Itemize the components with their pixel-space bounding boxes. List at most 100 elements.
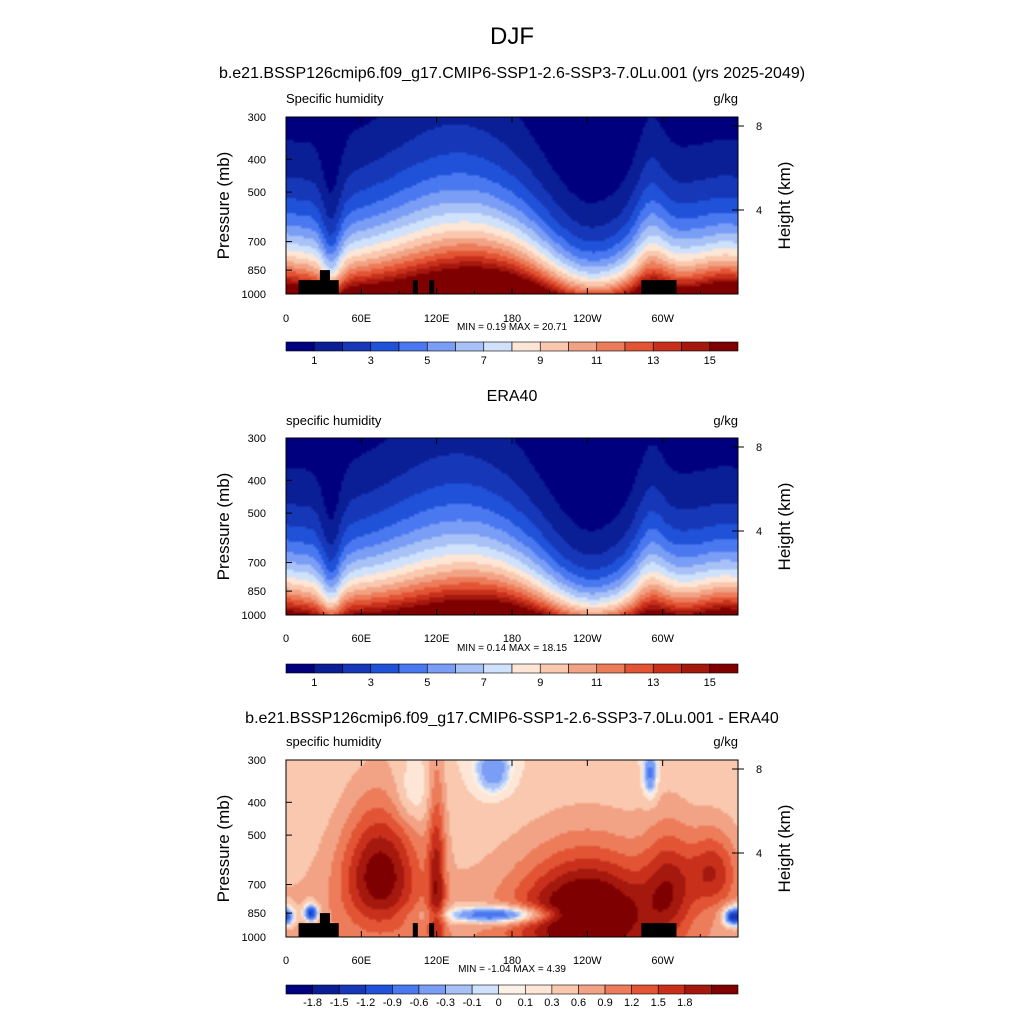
colorbar-swatch xyxy=(483,341,513,352)
colorbar-label: 11 xyxy=(591,677,602,689)
y-tick-label: 700 xyxy=(248,558,266,570)
min-max-stats: MIN = 0.19 MAX = 20.71 xyxy=(457,322,567,333)
topography-block xyxy=(429,280,435,294)
colorbar-label: -0.1 xyxy=(463,997,482,1009)
colorbar-label: -0.9 xyxy=(383,997,402,1009)
y-axis-title: Pressure (mb) xyxy=(214,795,233,903)
colorbar-swatch xyxy=(426,341,456,352)
colorbar-label: -1.8 xyxy=(303,997,322,1009)
x-tick-label: 120E xyxy=(424,313,450,325)
y-tick-label: 400 xyxy=(248,797,266,809)
y-axis-title: Pressure (mb) xyxy=(214,473,233,581)
panel-title: ERA40 xyxy=(487,388,538,405)
variable-label: specific humidity xyxy=(286,734,382,749)
colorbar-label: 1 xyxy=(311,677,317,689)
colorbar-swatch xyxy=(539,663,569,674)
colorbar-label: 9 xyxy=(537,355,543,367)
colorbar-swatch xyxy=(392,984,420,995)
x-tick-label: 0 xyxy=(283,955,289,967)
field-contours xyxy=(286,438,738,615)
colorbar-label: 3 xyxy=(368,355,374,367)
y-axis-title: Pressure (mb) xyxy=(214,152,233,260)
x-tick-label: 120E xyxy=(424,955,450,967)
y2-tick-label: 8 xyxy=(756,764,762,776)
topography-block xyxy=(412,280,418,294)
units-label: g/kg xyxy=(713,734,738,749)
x-tick-label: 180 xyxy=(503,313,521,325)
colorbar-label: 7 xyxy=(481,355,487,367)
x-tick-label: 60E xyxy=(352,955,372,967)
y-tick-label: 500 xyxy=(248,187,266,199)
field-contours xyxy=(286,760,738,937)
x-tick-label: 120W xyxy=(573,313,602,325)
colorbar-label: 13 xyxy=(647,355,659,367)
panel-1: b.e21.BSSP126cmip6.f09_g17.CMIP6-SSP1-2.… xyxy=(214,65,805,367)
colorbar-swatch xyxy=(342,663,372,674)
topography-block xyxy=(319,270,330,294)
colorbar-swatch xyxy=(418,984,446,995)
y-tick-label: 700 xyxy=(248,880,266,892)
colorbar-swatch xyxy=(445,984,473,995)
y2-tick-label: 8 xyxy=(756,121,762,133)
colorbar-swatch xyxy=(684,984,712,995)
colorbar-swatch xyxy=(313,341,343,352)
colorbar-swatch xyxy=(652,341,682,352)
y-tick-label: 850 xyxy=(248,265,266,277)
x-tick-label: 120W xyxy=(573,633,602,645)
panels: b.e21.BSSP126cmip6.f09_g17.CMIP6-SSP1-2.… xyxy=(214,65,805,1009)
colorbar-label: 0.3 xyxy=(544,997,559,1009)
colorbar-label: 7 xyxy=(481,677,487,689)
colorbar-swatch xyxy=(711,984,739,995)
topography-block xyxy=(641,923,677,937)
colorbar-swatch xyxy=(455,341,485,352)
colorbar-label: 1.2 xyxy=(624,997,639,1009)
colorbar-swatch xyxy=(342,341,372,352)
min-max-stats: MIN = 0.14 MAX = 18.15 xyxy=(457,643,567,654)
y-tick-label: 400 xyxy=(248,154,266,166)
colorbar-swatch xyxy=(483,663,513,674)
colorbar-swatch xyxy=(596,663,626,674)
colorbar-swatch xyxy=(568,341,598,352)
x-tick-label: 120E xyxy=(424,633,450,645)
y-tick-label: 700 xyxy=(248,237,266,249)
colorbar-swatch xyxy=(652,663,682,674)
variable-label: specific humidity xyxy=(286,413,382,428)
colorbar-swatch xyxy=(524,984,553,995)
topography-block xyxy=(298,280,339,294)
y2-tick-label: 4 xyxy=(756,205,762,217)
figure-title: DJF xyxy=(490,23,534,50)
y-tick-label: 300 xyxy=(248,755,266,767)
x-tick-label: 0 xyxy=(283,633,289,645)
colorbar-label: 1.5 xyxy=(651,997,666,1009)
colorbar-swatch xyxy=(539,341,569,352)
y2-axis-title: Height (km) xyxy=(775,805,794,893)
field-contours xyxy=(286,117,738,294)
colorbar-swatch xyxy=(498,984,526,995)
colorbar-swatch xyxy=(681,341,711,352)
colorbar-label: 11 xyxy=(591,355,602,367)
colorbar-label: 9 xyxy=(537,677,543,689)
x-tick-label: 120W xyxy=(573,955,602,967)
panel-3: b.e21.BSSP126cmip6.f09_g17.CMIP6-SSP1-2.… xyxy=(214,710,794,1009)
colorbar-label: 1 xyxy=(311,355,317,367)
y2-axis-title: Height (km) xyxy=(775,162,794,250)
x-tick-label: 180 xyxy=(503,955,521,967)
y-tick-label: 300 xyxy=(248,433,266,445)
colorbar-swatch xyxy=(631,984,659,995)
colorbar-label: 0 xyxy=(496,997,502,1009)
colorbar-swatch xyxy=(285,663,315,674)
colorbar-swatch xyxy=(313,663,343,674)
topography-block xyxy=(298,923,339,937)
colorbar-label: 0.9 xyxy=(597,997,612,1009)
x-tick-label: 60E xyxy=(352,633,372,645)
y-tick-label: 500 xyxy=(248,508,266,520)
colorbar-swatch xyxy=(370,663,400,674)
colorbar-label: -1.2 xyxy=(356,997,375,1009)
colorbar-swatch xyxy=(370,341,400,352)
y-tick-label: 500 xyxy=(248,830,266,842)
colorbar-swatch xyxy=(426,663,456,674)
colorbar-swatch xyxy=(285,984,313,995)
y2-axis-title: Height (km) xyxy=(775,483,794,571)
colorbar-swatch xyxy=(624,663,654,674)
